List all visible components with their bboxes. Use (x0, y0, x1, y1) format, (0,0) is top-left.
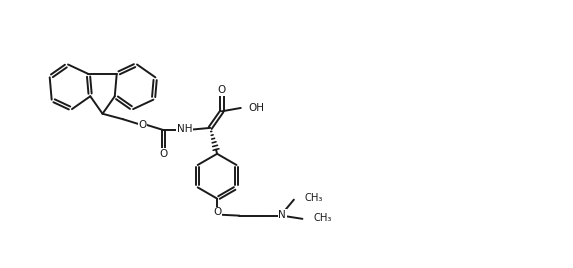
Text: O: O (159, 149, 167, 159)
Text: CH₃: CH₃ (304, 192, 323, 203)
Text: N: N (278, 210, 286, 219)
Text: CH₃: CH₃ (313, 213, 331, 223)
Text: O: O (139, 120, 147, 129)
Text: OH: OH (248, 103, 264, 113)
Text: O: O (213, 207, 221, 217)
Text: O: O (218, 85, 226, 95)
Text: NH: NH (177, 124, 193, 134)
